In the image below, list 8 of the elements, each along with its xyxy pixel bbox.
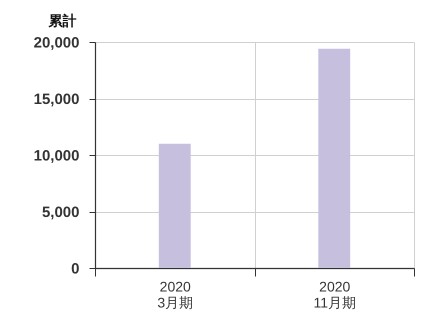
y-tick-label: 0: [71, 260, 80, 278]
y-tick-label: 10,000: [34, 148, 80, 164]
y-tick-label: 15,000: [34, 91, 80, 108]
x-tick-label: 2020 3月期: [157, 278, 194, 310]
x-tick-label: 2020 11月期: [313, 278, 356, 310]
y-tick-label: 5,000: [42, 204, 80, 221]
y-axis-title: 累計: [48, 12, 76, 28]
y-tick-label: 20,000: [34, 34, 80, 52]
